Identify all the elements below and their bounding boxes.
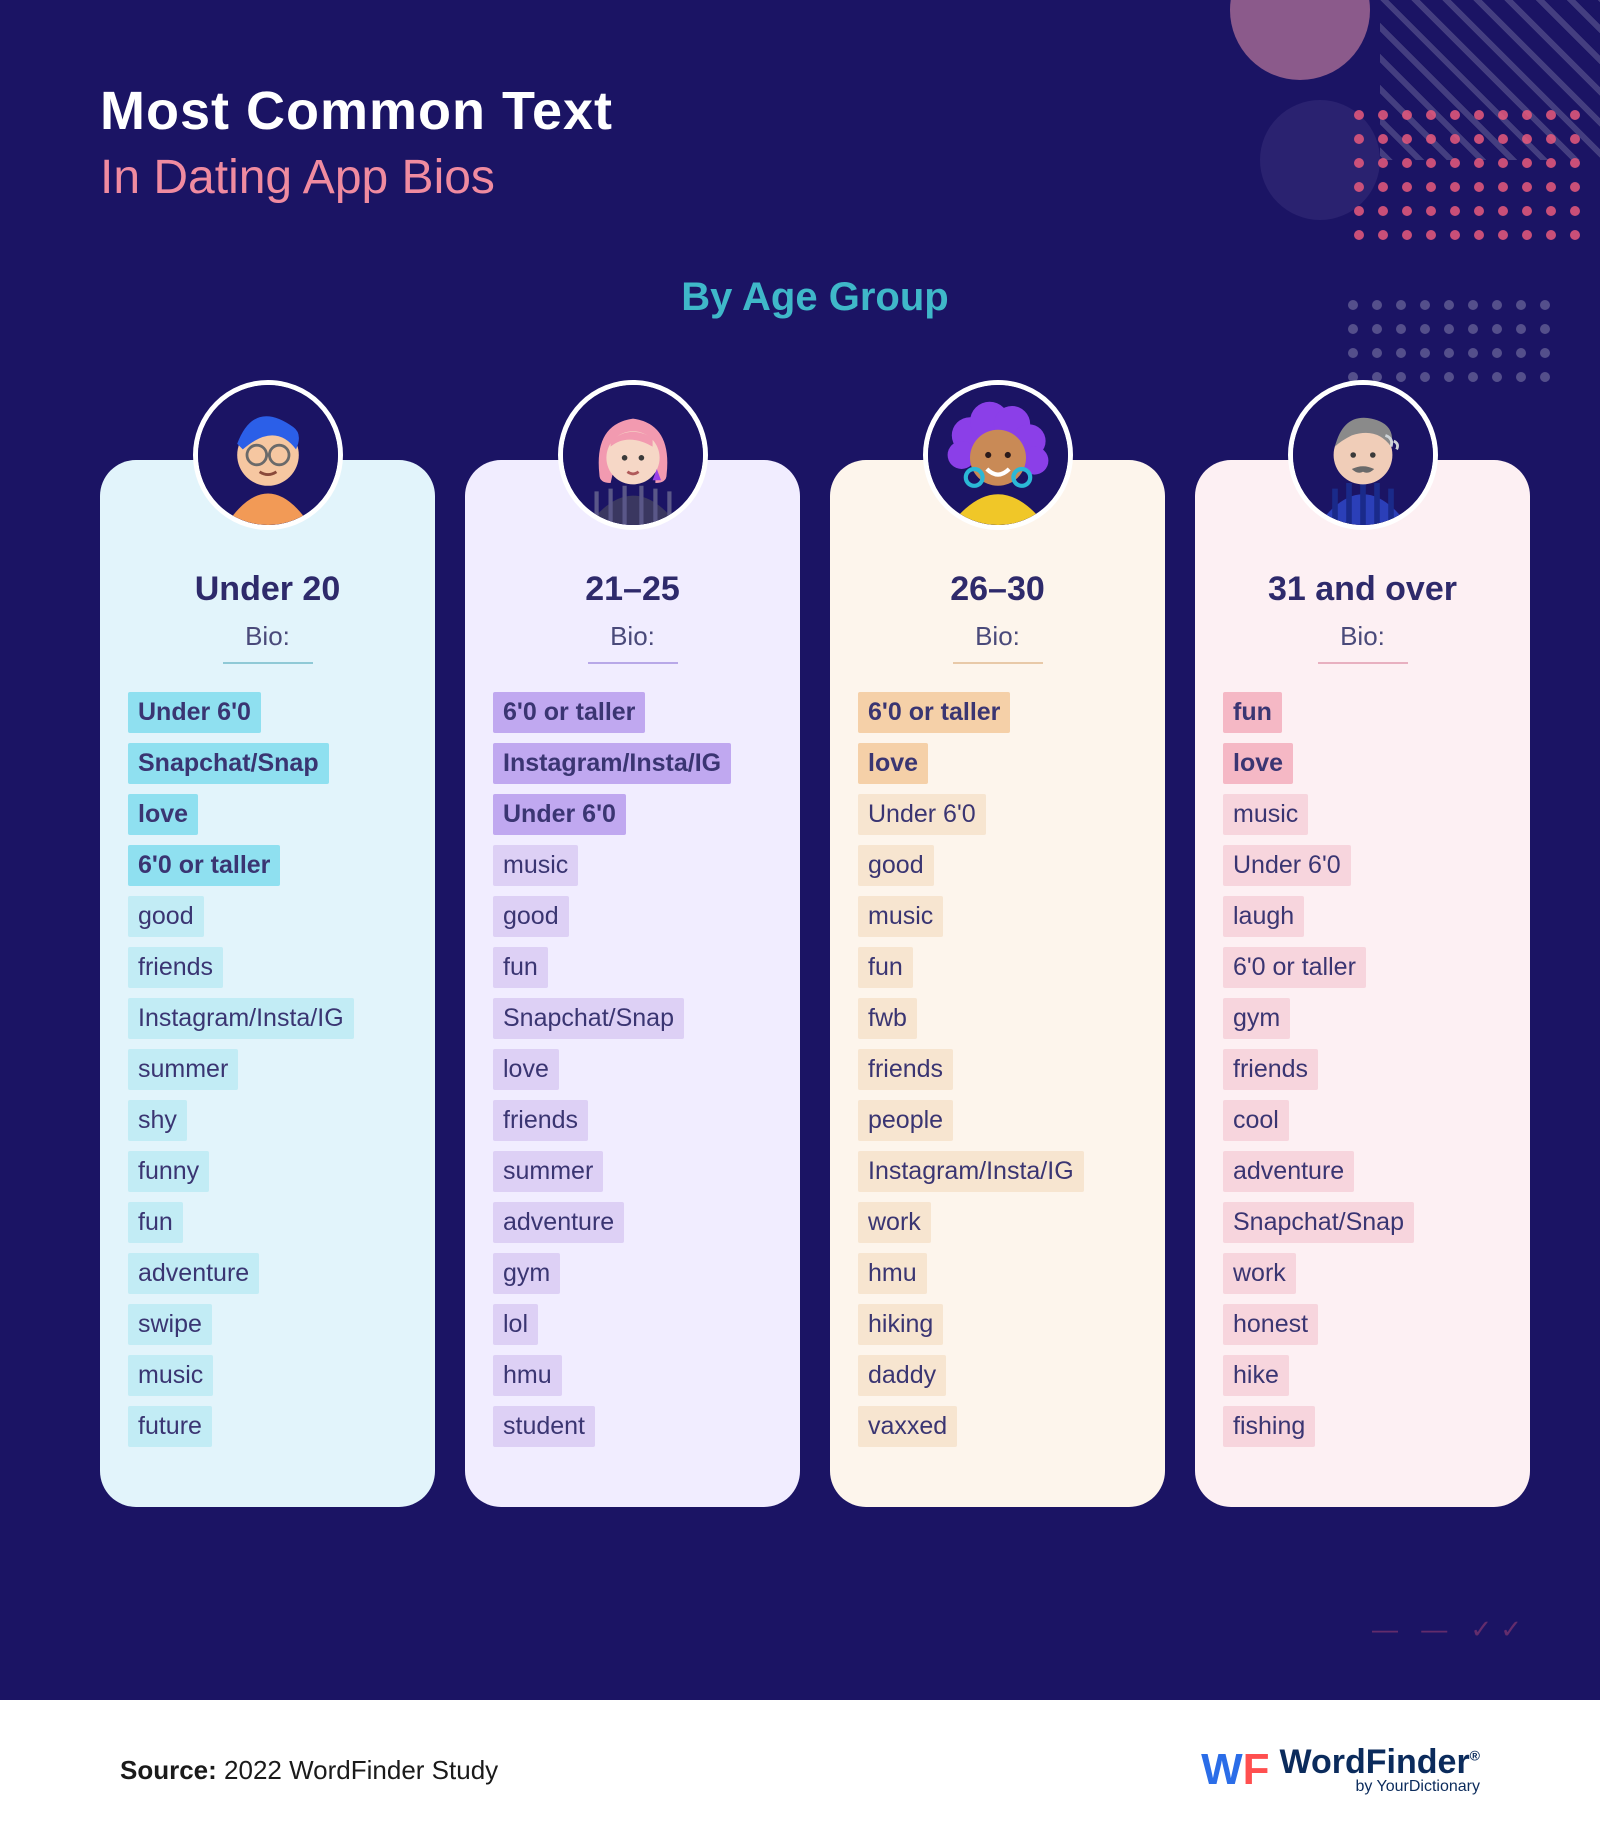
bio-word: swipe [128, 1304, 212, 1345]
bio-word: good [858, 845, 934, 886]
logo-mark-icon: WF [1201, 1745, 1269, 1795]
bio-word: love [858, 743, 928, 784]
column-heading: 26–30 [858, 570, 1137, 609]
column-subheading: Bio: [858, 621, 1137, 652]
bio-word: gym [493, 1253, 560, 1294]
bio-word: fun [128, 1202, 183, 1243]
bio-word: cool [1223, 1100, 1289, 1141]
column-heading: 31 and over [1223, 570, 1502, 609]
bio-word: Under 6'0 [858, 794, 986, 835]
bio-word: 6'0 or taller [858, 692, 1010, 733]
wordfinder-logo: WF WordFinder® by YourDictionary [1201, 1745, 1480, 1795]
avatar-icon [923, 380, 1073, 530]
subtitle: By Age Group [100, 275, 1530, 320]
bio-word: friends [493, 1100, 588, 1141]
bio-word: hike [1223, 1355, 1289, 1396]
bio-word: fun [858, 947, 913, 988]
columns-container: Under 20Bio:Under 6'0Snapchat/Snaplove6'… [100, 460, 1530, 1507]
bio-word: funny [128, 1151, 209, 1192]
bio-word: Snapchat/Snap [1223, 1202, 1414, 1243]
bio-word: adventure [493, 1202, 624, 1243]
bio-word: music [128, 1355, 213, 1396]
bio-word: daddy [858, 1355, 946, 1396]
bio-word: love [128, 794, 198, 835]
bio-word: Under 6'0 [128, 692, 261, 733]
bio-word: laugh [1223, 896, 1304, 937]
bio-word: fwb [858, 998, 917, 1039]
bio-word: summer [128, 1049, 238, 1090]
bio-word: student [493, 1406, 595, 1447]
deco-dots-pink [1320, 110, 1580, 290]
logo-sub: by YourDictionary [1280, 1779, 1480, 1795]
column-subheading: Bio: [493, 621, 772, 652]
word-list: 6'0 or taller Instagram/Insta/IG Under 6'0… [493, 692, 772, 1447]
underline [1318, 662, 1408, 664]
word-list: 6'0 or taller love Under 6'0 good music fun fw… [858, 692, 1137, 1447]
bio-word: work [1223, 1253, 1296, 1294]
bio-word: music [493, 845, 578, 886]
source-label: Source: [120, 1755, 217, 1785]
bio-word: lol [493, 1304, 538, 1345]
bio-word: fun [1223, 692, 1282, 733]
column-subheading: Bio: [128, 621, 407, 652]
bio-word: hmu [493, 1355, 562, 1396]
source-text: Source: 2022 WordFinder Study [120, 1755, 498, 1786]
avatar-icon [1288, 380, 1438, 530]
bio-word: vaxxed [858, 1406, 957, 1447]
bio-word: 6'0 or taller [493, 692, 645, 733]
underline [223, 662, 313, 664]
bio-word: summer [493, 1151, 603, 1192]
bio-word: Under 6'0 [1223, 845, 1351, 886]
bio-word: friends [1223, 1049, 1318, 1090]
bio-word: Snapchat/Snap [493, 998, 684, 1039]
age-column: 21–25 Bio: 6'0 or taller Instagram/Insta/IG… [465, 460, 800, 1507]
bio-word: adventure [128, 1253, 259, 1294]
bio-word: music [1223, 794, 1308, 835]
age-column: Under 20 Bio: Under 6'0 Snapchat/Snap love 6'… [100, 460, 435, 1507]
bio-word: friends [128, 947, 223, 988]
deco-circle [1230, 0, 1370, 80]
bio-word: 6'0 or taller [128, 845, 280, 886]
bio-word: gym [1223, 998, 1290, 1039]
bio-word: Snapchat/Snap [128, 743, 329, 784]
bio-word: Instagram/Insta/IG [128, 998, 354, 1039]
bio-word: Instagram/Insta/IG [493, 743, 731, 784]
bio-word: fishing [1223, 1406, 1315, 1447]
avatar-icon [193, 380, 343, 530]
bio-word: friends [858, 1049, 953, 1090]
column-subheading: Bio: [1223, 621, 1502, 652]
bio-word: hiking [858, 1304, 943, 1345]
word-list: fun love music Under 6'0 laugh 6'0 or taller g… [1223, 692, 1502, 1447]
bio-word: love [493, 1049, 559, 1090]
bio-word: shy [128, 1100, 187, 1141]
bio-word: hmu [858, 1253, 927, 1294]
avatar-icon [558, 380, 708, 530]
bio-word: fun [493, 947, 548, 988]
word-list: Under 6'0 Snapchat/Snap love 6'0 or taller g… [128, 692, 407, 1447]
column-heading: 21–25 [493, 570, 772, 609]
bio-word: music [858, 896, 943, 937]
bio-word: Instagram/Insta/IG [858, 1151, 1084, 1192]
age-column: 26–30 Bio: 6'0 or taller love Under 6'0 good m… [830, 460, 1165, 1507]
logo-main: WordFinder [1280, 1743, 1470, 1781]
bio-word: honest [1223, 1304, 1318, 1345]
bio-word: work [858, 1202, 931, 1243]
infographic-panel: Most Common Text In Dating App Bios By A… [0, 0, 1600, 1700]
bio-word: Under 6'0 [493, 794, 626, 835]
age-column: 31 and over Bio: fun love music Under 6'0 laug… [1195, 460, 1530, 1507]
bio-word: love [1223, 743, 1293, 784]
column-heading: Under 20 [128, 570, 407, 609]
bio-word: adventure [1223, 1151, 1354, 1192]
bio-word: 6'0 or taller [1223, 947, 1366, 988]
deco-checks [1372, 1614, 1530, 1645]
bio-word: people [858, 1100, 953, 1141]
logo-text: WordFinder® by YourDictionary [1280, 1745, 1480, 1795]
source-value: 2022 WordFinder Study [224, 1755, 498, 1785]
bio-word: good [493, 896, 569, 937]
footer: Source: 2022 WordFinder Study WF WordFin… [0, 1700, 1600, 1840]
bio-word: future [128, 1406, 212, 1447]
underline [588, 662, 678, 664]
underline [953, 662, 1043, 664]
bio-word: good [128, 896, 204, 937]
